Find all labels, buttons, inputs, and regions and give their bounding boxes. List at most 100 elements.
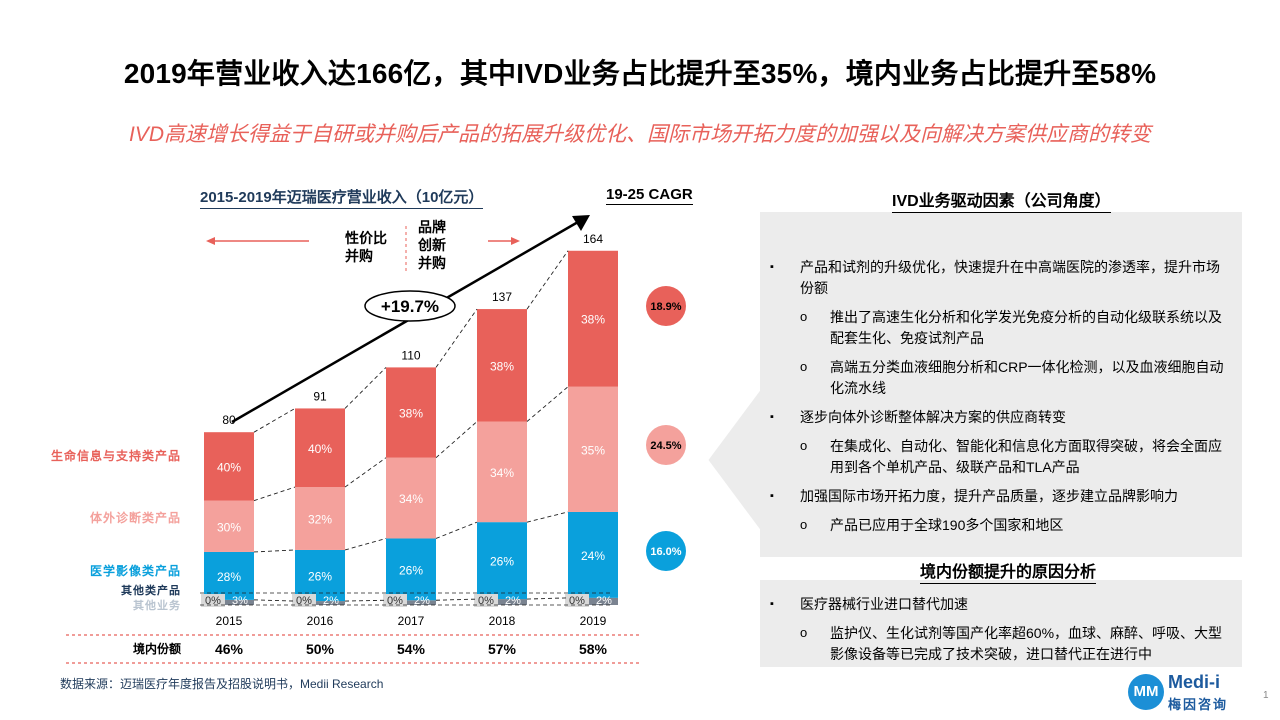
logo: MM Medi-i 梅因咨询	[1128, 672, 1240, 712]
bar-label-imaging: 24%	[581, 549, 605, 563]
connector-total	[435, 308, 478, 368]
phase-label-right: 品牌	[418, 219, 446, 235]
page-title: 2019年营业收入达166亿，其中IVD业务占比提升至35%，境内业务占比提升至…	[123, 58, 1157, 89]
ivd-drivers-title: IVD业务驱动因素（公司角度）	[892, 187, 1111, 213]
bar-segment-ivd	[386, 457, 436, 539]
bar-label-other-products-bg	[383, 594, 407, 607]
bar-label-other-products-bg	[201, 594, 225, 607]
bar-label-imaging: 26%	[490, 555, 514, 569]
bar-label-life: 38%	[581, 313, 605, 327]
logo-name: Medi-i	[1168, 672, 1220, 692]
connector-ivd	[253, 549, 296, 553]
domestic-share-label: 境内份额	[133, 641, 181, 656]
bar-segment-ivd	[295, 487, 345, 550]
ivd-driver-item: 逐步向体外诊断整体解决方案的供应商转变	[770, 407, 1232, 428]
domestic-share-value: 46%	[215, 641, 244, 657]
bar-label-ivd: 30%	[217, 520, 241, 534]
bar-label-ivd: 35%	[581, 443, 605, 457]
domestic-share-value: 58%	[579, 641, 608, 657]
segment-cagr-circle	[646, 531, 686, 571]
logo-subtitle: 梅因咨询	[1168, 697, 1229, 712]
logo-mark-icon: MM	[1128, 674, 1164, 710]
cagr-value: +19.7%	[381, 297, 439, 316]
phase-arrow-right-head	[511, 237, 520, 245]
ivd-driver-item: 产品已应用于全球190多个国家和地区	[770, 514, 1232, 536]
bar-label-other-business: 3%	[232, 595, 248, 607]
bar-label-other-products: 0%	[569, 595, 585, 607]
bar-segment-life	[568, 250, 618, 387]
ivd-driver-item: 在集成化、自动化、智能化和信息化方面取得突破，将会全面应用到各个单机产品、级联产…	[770, 435, 1232, 478]
bar-label-other-products: 0%	[478, 595, 494, 607]
phase-label-left: 并购	[345, 248, 373, 264]
domestic-share-title: 境内份额提升的原因分析	[920, 558, 1097, 584]
bar-segment-imaging	[295, 549, 345, 602]
legend-label: 其他类产品	[121, 583, 181, 597]
connector-imaging	[526, 597, 569, 600]
bar-segment-other	[204, 599, 254, 605]
legend-label: 生命信息与支持类产品	[51, 448, 181, 463]
connector-imaging	[435, 598, 478, 601]
domestic-share-value: 57%	[488, 641, 517, 657]
connector-life	[435, 421, 478, 459]
bar-total-label: 164	[583, 232, 603, 246]
domestic-reason-item: 监护仪、生化试剂等国产化率超60%，血球、麻醉、呼吸、大型影像设备等已完成了技术…	[770, 622, 1232, 665]
domestic-reason-item: 医疗器械行业进口替代加速	[770, 594, 1232, 615]
bar-segment-imaging	[204, 551, 254, 600]
connector-total	[526, 250, 569, 310]
connector-ivd	[526, 511, 569, 523]
legend-label: 体外诊断类产品	[90, 510, 181, 525]
bar-label-other-products-bg	[565, 594, 589, 607]
bar-label-imaging: 28%	[217, 570, 241, 584]
connector-imaging	[344, 599, 387, 602]
bar-label-imaging: 26%	[308, 570, 332, 584]
segment-cagr-value: 18.9%	[650, 301, 681, 313]
cagr-bubble	[364, 290, 456, 322]
bar-label-life: 38%	[399, 407, 423, 421]
revenue-chart: 40% 30% 28% 0% 3% 80 2015 46% 40% 32% 26% 0% 2% 91 201…	[51, 215, 686, 664]
segment-cagr-circle	[646, 425, 686, 465]
bar-label-life: 40%	[217, 460, 241, 474]
legend-label: 医学影像类产品	[90, 563, 181, 578]
bar-label-other-business: 2%	[323, 595, 339, 607]
bar-label-other-products: 0%	[296, 595, 312, 607]
bar-label-other-products-bg	[292, 594, 316, 607]
bar-segment-imaging	[477, 522, 527, 600]
domestic-share-list: 医疗器械行业进口替代加速监护仪、生化试剂等国产化率超60%，血球、麻醉、呼吸、大…	[770, 594, 1232, 673]
cagr-title: 19-25 CAGR	[606, 186, 693, 205]
bar-segment-other	[477, 599, 527, 605]
bar-label-other-business: 2%	[596, 595, 612, 607]
bar-segment-imaging	[568, 511, 618, 598]
connector-total	[344, 367, 387, 409]
bar-label-other-products: 0%	[205, 595, 221, 607]
ivd-driver-item: 推出了高速生化分析和化学发光免疫分析的自动化级联系统以及配套生化、免疫试剂产品	[770, 306, 1232, 349]
bar-label-ivd: 34%	[399, 492, 423, 506]
bar-label-other-business: 2%	[505, 595, 521, 607]
bar-segment-ivd	[477, 421, 527, 523]
ivd-driver-item: 高端五分类血液细胞分析和CRP一体化检测，以及血液细胞自动化流水线	[770, 356, 1232, 399]
segment-cagr-value: 24.5%	[650, 440, 681, 452]
bar-total-label: 80	[222, 413, 236, 427]
connector-life	[526, 386, 569, 422]
trend-arrow-head	[572, 215, 590, 231]
bar-segment-ivd	[568, 386, 618, 512]
ivd-driver-item: 加强国际市场开拓力度，提升产品质量，逐步建立品牌影响力	[770, 486, 1232, 507]
bar-total-label: 137	[492, 290, 512, 304]
x-tick-label: 2019	[580, 614, 607, 628]
x-tick-label: 2017	[398, 614, 425, 628]
bar-label-ivd: 32%	[308, 513, 332, 527]
bar-label-ivd: 34%	[490, 466, 514, 480]
bar-segment-ivd	[204, 500, 254, 552]
segment-cagr-circle	[646, 286, 686, 326]
connector-imaging	[253, 599, 296, 602]
domestic-share-value: 50%	[306, 641, 335, 657]
connector-life	[344, 457, 387, 488]
ivd-driver-item: 产品和试剂的升级优化，快速提升在中高端医院的渗透率，提升市场份额	[770, 257, 1232, 299]
bar-label-life: 40%	[308, 442, 332, 456]
connector-ivd	[344, 538, 387, 551]
page-number: 1	[1263, 690, 1269, 701]
bar-segment-other	[295, 601, 345, 605]
bar-segment-imaging	[386, 538, 436, 601]
x-tick-label: 2016	[307, 614, 334, 628]
bar-label-other-business: 2%	[414, 595, 430, 607]
chart-title: 2015-2019年迈瑞医疗营业收入（10亿元）	[200, 186, 484, 209]
